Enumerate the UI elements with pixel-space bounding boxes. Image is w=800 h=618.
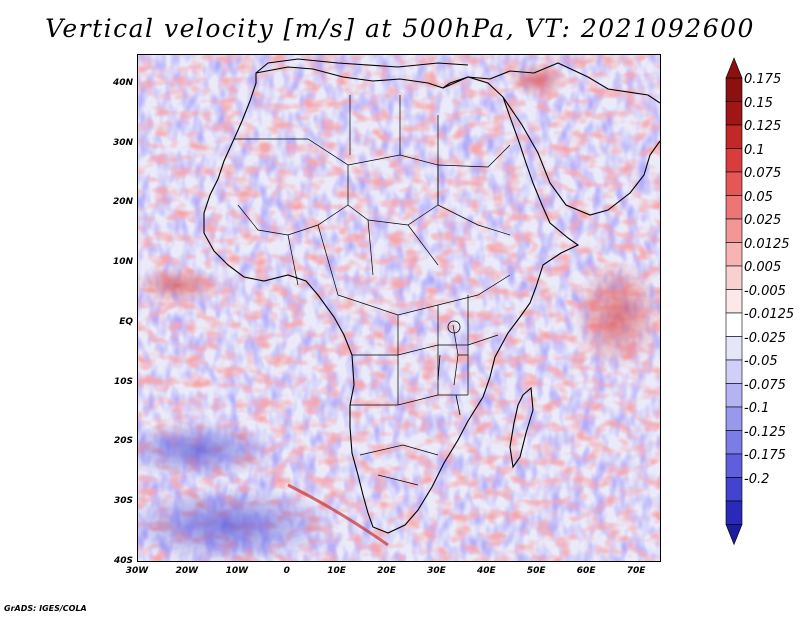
- lon-tick-label: 30E: [427, 566, 446, 576]
- colorbar-level-label: -0.005: [744, 283, 786, 299]
- colorbar-level-label: 0.175: [744, 72, 782, 87]
- colorbar-level-label: 0.075: [744, 166, 782, 181]
- colorbar-segment: [725, 430, 743, 455]
- colorbar-level-label: -0.2: [744, 471, 770, 487]
- lat-tick-label: EQ: [119, 316, 133, 327]
- colorbar-segment: [725, 500, 743, 525]
- colorbar-level-label: -0.125: [744, 424, 786, 440]
- chart-title: Vertical velocity [m/s] at 500hPa, VT: 2…: [45, 14, 755, 43]
- lat-tick-label: 10S: [113, 376, 133, 387]
- grads-credit: GrADS: IGES/COLA: [4, 604, 87, 613]
- madagascar-coastline: [509, 386, 534, 469]
- lake-victoria: [447, 320, 461, 334]
- colorbar-segment: [725, 242, 743, 267]
- colorbar-segment: [725, 383, 743, 408]
- colorbar-segment: [725, 453, 743, 478]
- colorbar-level-label: -0.05: [744, 354, 778, 369]
- lat-tick-label: 20S: [113, 436, 133, 447]
- colorbar-segment: [725, 77, 743, 102]
- coastlines: [203, 58, 660, 534]
- colorbar-level-label: 0.025: [744, 213, 782, 228]
- colorbar-level-label: -0.175: [744, 448, 786, 463]
- lon-tick-label: 60E: [576, 566, 596, 576]
- colorbar-segment: [725, 336, 743, 361]
- lakes: [437, 320, 461, 416]
- colorbar-level-label: 0.05: [744, 189, 773, 205]
- colorbar-level-label: 0.1: [744, 142, 765, 158]
- africa-coastline: [203, 66, 580, 534]
- southern-ocean-descent: [138, 485, 338, 561]
- colorbar-segment: [725, 312, 743, 337]
- colorbar-segment: [725, 359, 743, 384]
- country-borders: [234, 95, 511, 486]
- lon-tick-label: 10E: [327, 566, 346, 576]
- colorbar-segment: [725, 148, 743, 173]
- colorbar-segment: [725, 124, 743, 149]
- lon-tick-label: 20E: [377, 566, 396, 576]
- colorbar-level-label: 0.0125: [744, 236, 790, 252]
- lat-tick-label: 30N: [112, 137, 133, 148]
- colorbar-segment: [725, 406, 743, 431]
- arabia-coast: [502, 96, 660, 216]
- middle-east-coast: [442, 62, 660, 104]
- colorbar-level-label: -0.025: [744, 330, 786, 346]
- frontal-ascent-band: [287, 483, 389, 547]
- colorbar-segment: [725, 101, 743, 126]
- lon-tick-label: 50E: [526, 566, 546, 576]
- lon-tick-label: 20W: [175, 566, 199, 576]
- lon-tick-label: 70E: [626, 566, 646, 576]
- colorbar-level-label: -0.1: [744, 401, 770, 416]
- colorbar-level-label: 0.005: [744, 260, 782, 275]
- colorbar-segment: [725, 477, 743, 502]
- lat-tick-label: 10N: [112, 257, 133, 268]
- lon-tick-label: 40E: [476, 566, 496, 576]
- indian-ocean-ascent: [573, 260, 660, 370]
- itcz-ascent: [138, 267, 223, 303]
- atlantic-descent: [138, 420, 278, 480]
- colorbar-level-label: -0.0125: [744, 307, 795, 322]
- middle-east-ascent: [508, 62, 568, 98]
- colorbar-segment: [725, 171, 743, 196]
- mediterranean-north: [255, 58, 469, 74]
- colorbar-segment: [725, 289, 743, 314]
- lat-tick-label: 30S: [113, 496, 133, 507]
- lon-tick-label: 0: [283, 566, 290, 576]
- colorbar-bottom-arrow: [725, 524, 743, 546]
- colorbar-top-arrow: [725, 57, 743, 79]
- lat-tick-label: 40S: [113, 556, 133, 566]
- colorbar-level-label: 0.15: [744, 95, 773, 111]
- colorbar-segment: [725, 195, 743, 220]
- colorbar: [725, 57, 743, 546]
- map-panel: [137, 54, 661, 562]
- lon-tick-label: 30W: [125, 566, 149, 576]
- colorbar-segment: [725, 218, 743, 243]
- colorbar-segment: [725, 265, 743, 290]
- lat-tick-label: 40N: [112, 77, 133, 88]
- vertical-velocity-field: [138, 55, 660, 561]
- colorbar-level-label: -0.075: [744, 377, 786, 393]
- lat-tick-label: 20N: [112, 197, 133, 208]
- lon-tick-label: 10W: [225, 566, 249, 576]
- colorbar-level-label: 0.125: [744, 119, 782, 134]
